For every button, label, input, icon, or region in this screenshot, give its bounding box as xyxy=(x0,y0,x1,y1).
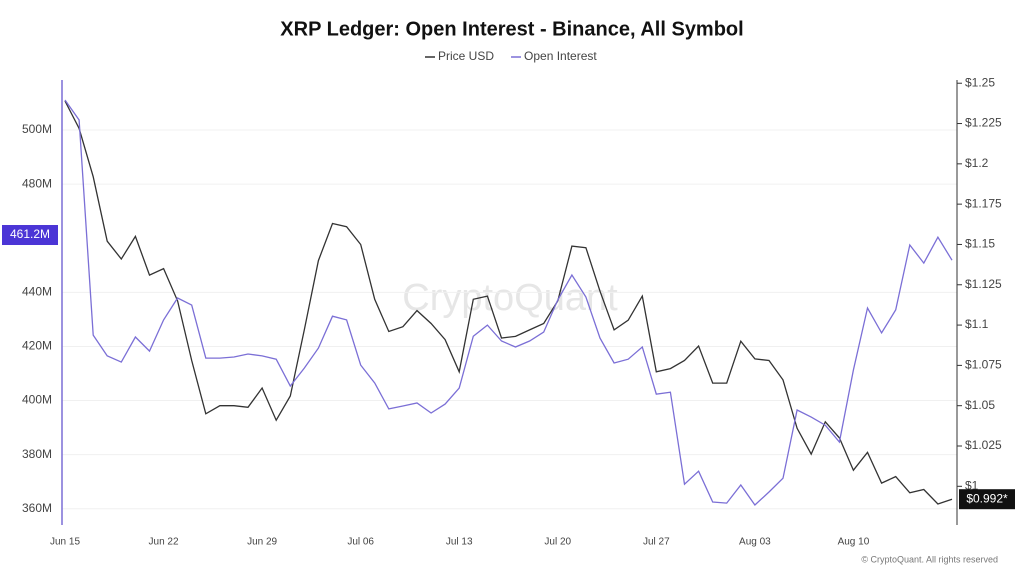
x-tick-label: Jul 13 xyxy=(446,537,473,548)
x-tick-label: Jul 20 xyxy=(544,537,571,548)
y-tick-label: 360M xyxy=(22,501,52,515)
y2-tick-label: $1.175 xyxy=(965,196,1002,210)
x-tick-label: Jun 15 xyxy=(50,537,80,548)
series-line xyxy=(64,99,953,506)
chart-title: XRP Ledger: Open Interest - Binance, All… xyxy=(280,18,743,40)
credit: © CryptoQuant. All rights reserved xyxy=(861,554,998,564)
x-tick-label: Jul 06 xyxy=(347,537,374,548)
x-tick-label: Jun 22 xyxy=(149,537,179,548)
y2-tick-label: $1.225 xyxy=(965,116,1002,130)
watermark: CryptoQuant xyxy=(402,277,618,319)
x-tick-label: Aug 03 xyxy=(739,537,771,548)
y2-tick-label: $1.05 xyxy=(965,398,995,412)
y-tick-label: 440M xyxy=(22,285,52,299)
x-tick-label: Jun 29 xyxy=(247,537,277,548)
badge-label: $0.992* xyxy=(966,491,1008,505)
badge-label: 461.2M xyxy=(10,227,50,241)
y2-tick-label: $1.075 xyxy=(965,358,1002,372)
y-tick-label: 400M xyxy=(22,393,52,407)
y-tick-label: 380M xyxy=(22,447,52,461)
y2-tick-label: $1.025 xyxy=(965,438,1002,452)
badge-box xyxy=(959,489,1015,510)
y2-tick-label: $1.1 xyxy=(965,317,989,331)
y-tick-label: 420M xyxy=(22,339,52,353)
y2-tick-label: $1.125 xyxy=(965,277,1002,291)
badge-box xyxy=(2,225,58,246)
x-tick-label: Jul 27 xyxy=(643,537,670,548)
series-line xyxy=(64,100,953,505)
legend-label: Open Interest xyxy=(524,49,597,63)
y2-tick-label: $1.15 xyxy=(965,237,995,251)
legend-label: Price USD xyxy=(438,49,494,63)
y2-tick-label: $1 xyxy=(965,478,979,492)
y2-tick-label: $1.25 xyxy=(965,75,995,89)
y-tick-label: 480M xyxy=(22,176,52,190)
y-tick-label: 500M xyxy=(22,122,52,136)
current-badge: 461.2M xyxy=(2,225,58,246)
y2-tick-label: $1.2 xyxy=(965,156,989,170)
current-badge: $0.992* xyxy=(959,489,1015,510)
x-tick-label: Aug 10 xyxy=(838,537,870,548)
